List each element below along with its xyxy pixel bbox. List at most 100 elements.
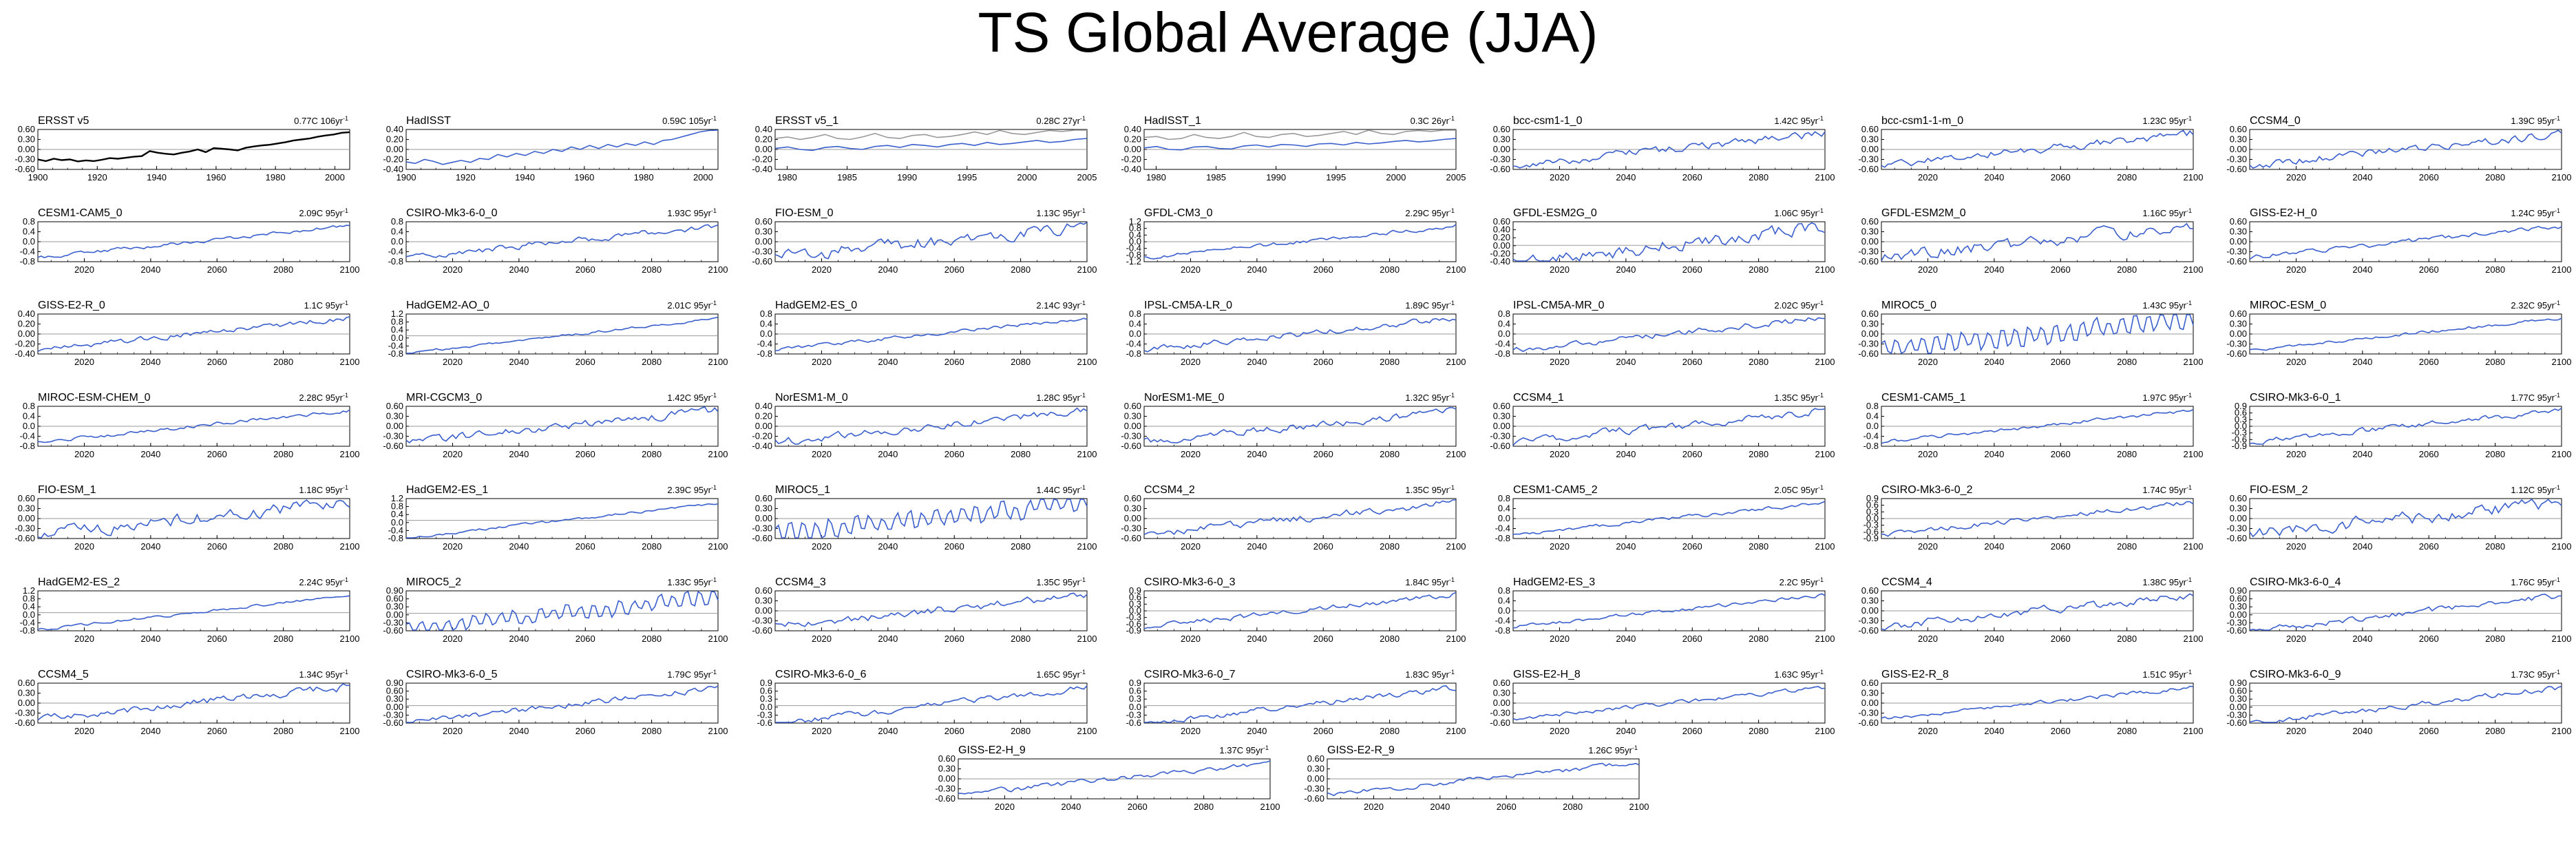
x-tick-label: 2060 — [576, 357, 595, 367]
x-tick-label: 2100 — [1077, 357, 1097, 367]
y-tick-label: 0.8 — [1498, 493, 1510, 503]
y-tick-label: -0.60 — [752, 625, 772, 636]
y-tick-label: 0.60 — [386, 686, 403, 696]
trend-exponent: -1 — [1449, 115, 1455, 122]
x-tick-label: 2080 — [642, 357, 662, 367]
y-tick-label: 0.0 — [1498, 328, 1510, 339]
panel-trend: 1.37C 95yr-1 — [1219, 744, 1269, 755]
x-tick-label: 2080 — [2485, 357, 2505, 367]
series-line — [1881, 685, 2194, 720]
trend-exponent: -1 — [1080, 576, 1086, 583]
panel-title: IPSL-CM5A-MR_0 — [1513, 300, 1605, 311]
y-tick-label: 0.9 — [1866, 493, 1879, 503]
series-line — [406, 503, 719, 539]
y-tick-label: 0.00 — [755, 421, 772, 431]
y-tick-label: -1.2 — [1126, 256, 1141, 267]
y-tick-label: -0.8 — [757, 348, 772, 359]
y-tick-label: 0.6 — [2235, 408, 2247, 418]
x-tick-label: 2100 — [340, 726, 360, 736]
panel-title: GISS-E2-R_8 — [1881, 669, 1949, 680]
panel-trend: 1.39C 95yr-1 — [2511, 115, 2560, 126]
y-tick-label: 0.20 — [1493, 232, 1510, 242]
x-tick-label: 2060 — [1682, 726, 1702, 736]
y-tick-label: -0.30 — [2226, 154, 2247, 165]
x-tick-label: 2100 — [340, 357, 360, 367]
y-tick-label: -0.8 — [20, 256, 35, 267]
trend-exponent: -1 — [1080, 300, 1086, 306]
series-line — [1143, 224, 1457, 260]
x-tick-label: 2020 — [1181, 357, 1201, 367]
y-tick-label: -0.60 — [1304, 793, 1324, 804]
x-tick-label: 2040 — [2352, 172, 2372, 182]
x-tick-label: 2100 — [2184, 634, 2204, 644]
panel-trend: 1.35C 95yr-1 — [1774, 392, 1824, 403]
x-tick-label: 2040 — [140, 449, 160, 459]
trend-exponent: -1 — [1818, 300, 1824, 306]
y-tick-label: 0.00 — [755, 605, 772, 616]
trend-exponent: -1 — [1449, 484, 1455, 491]
y-tick-label: 0.00 — [938, 773, 956, 784]
panel: MIROC5_2 1.33C 95yr-1 0.900.600.300.00-0.3… — [383, 576, 728, 644]
y-tick-label: -0.4 — [1495, 339, 1510, 349]
x-tick-label: 2080 — [2485, 634, 2505, 644]
x-tick-label: 2080 — [1380, 357, 1400, 367]
trend-exponent: -1 — [2555, 300, 2560, 306]
figure-title: TS Global Average (JJA) — [978, 1, 1598, 64]
y-tick-label: 0.3 — [1866, 506, 1879, 516]
y-tick-label: 0.4 — [1498, 319, 1510, 329]
panel-trend: 1.18C 95yr-1 — [299, 484, 348, 495]
y-tick-label: 0.60 — [1861, 124, 1879, 134]
y-tick-label: 0.4 — [391, 509, 403, 519]
y-tick-label: -0.4 — [1864, 431, 1879, 441]
x-tick-label: 2020 — [2286, 449, 2306, 459]
y-tick-label: 0.00 — [2230, 702, 2247, 712]
x-tick-label: 2000 — [325, 172, 345, 182]
x-tick-label: 2060 — [2419, 541, 2439, 552]
x-tick-label: 2080 — [1749, 264, 1769, 275]
x-tick-label: 2040 — [1616, 357, 1636, 367]
series-line — [37, 683, 350, 721]
y-tick-label: 0.0 — [1866, 421, 1879, 431]
plot-frame — [2249, 590, 2562, 631]
x-tick-label: 2060 — [1313, 541, 1333, 552]
series-line — [2249, 686, 2562, 723]
y-tick-label: 0.00 — [1861, 605, 1879, 616]
y-tick-label: -0.6 — [2232, 434, 2247, 444]
y-tick-label: -0.30 — [2226, 523, 2247, 534]
series-line — [2249, 129, 2562, 169]
trend-exponent: -1 — [1818, 392, 1824, 399]
x-tick-label: 2100 — [1815, 357, 1835, 367]
panel-title: FIO-ESM_2 — [2250, 484, 2308, 496]
panel-title: CSIRO-Mk3-6-0_2 — [1881, 484, 1973, 496]
y-tick-label: -0.9 — [2232, 441, 2247, 451]
x-tick-label: 2060 — [2051, 541, 2071, 552]
x-tick-label: 2060 — [2051, 172, 2071, 182]
x-tick-label: 2040 — [878, 449, 898, 459]
x-tick-label: 2040 — [509, 264, 529, 275]
panel: CCSM4_1 1.35C 95yr-1 0.600.300.00-0.30-0.6… — [1490, 392, 1835, 459]
panel-title: MIROC-ESM_0 — [2250, 300, 2326, 311]
x-tick-label: 2080 — [1380, 634, 1400, 644]
panel-title: HadGEM2-ES_0 — [775, 300, 857, 311]
x-tick-label: 1990 — [1266, 172, 1286, 182]
series-line — [1881, 129, 2194, 168]
y-tick-label: -0.60 — [1858, 256, 1879, 267]
plot-frame — [405, 682, 719, 724]
x-tick-label: 2080 — [273, 541, 293, 552]
y-tick-label: -0.4 — [20, 617, 35, 627]
panel-trend: 1.26C 95yr-1 — [1588, 744, 1638, 755]
y-tick-label: 0.90 — [2230, 678, 2247, 688]
series-line — [37, 409, 350, 443]
trend-exponent: -1 — [2186, 576, 2192, 583]
y-tick-label: 0.30 — [755, 503, 772, 514]
y-tick-label: -0.60 — [2226, 718, 2247, 728]
y-tick-label: 0.8 — [23, 216, 35, 227]
x-tick-label: 2020 — [1550, 541, 1570, 552]
y-tick-label: 0.8 — [391, 216, 403, 227]
panel-trend: 1.28C 95yr-1 — [1036, 392, 1086, 403]
x-tick-label: 2040 — [1984, 449, 2004, 459]
y-tick-label: -0.20 — [383, 154, 403, 165]
x-tick-label: 2080 — [2117, 264, 2137, 275]
trend-exponent: -1 — [711, 669, 717, 676]
panel-title: CCSM4_1 — [1513, 392, 1564, 404]
